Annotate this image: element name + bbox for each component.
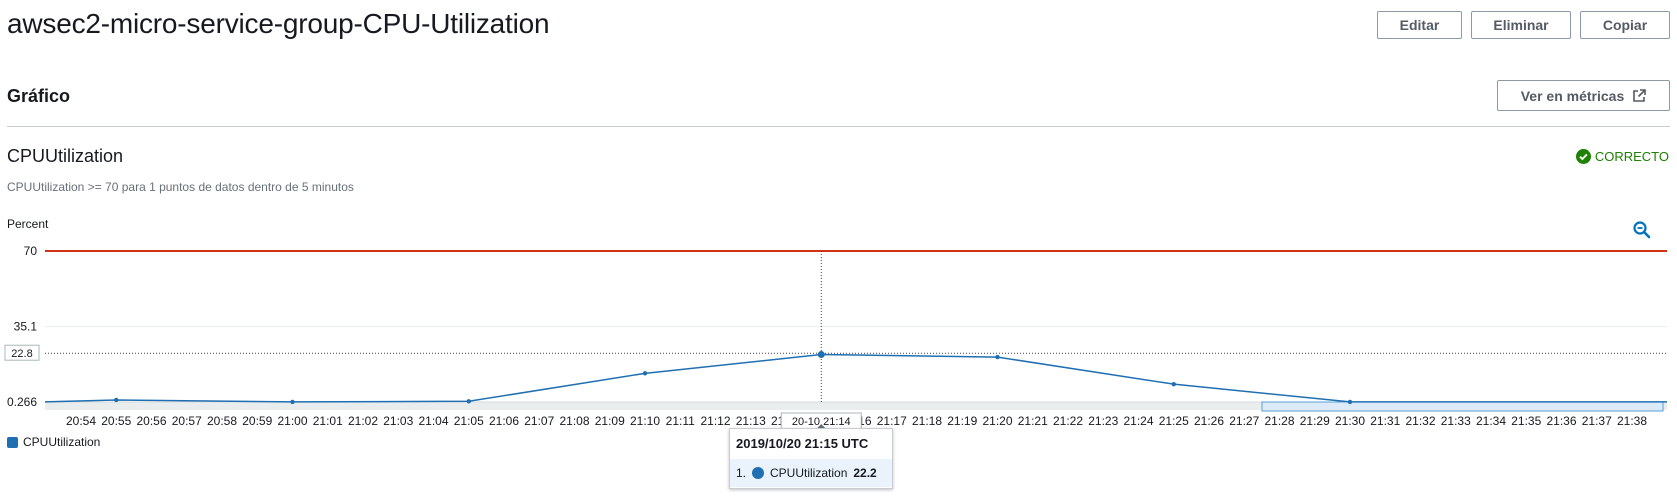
- crosshair-y-label: 22.8: [11, 348, 32, 360]
- data-point: [1171, 381, 1176, 387]
- data-point: [817, 351, 825, 359]
- data-point: [642, 371, 648, 376]
- tooltip-series-dot: [752, 467, 765, 479]
- x-tick-label: 21:12: [700, 414, 730, 428]
- x-tick-label: 21:19: [947, 414, 977, 428]
- x-tick-label: 21:00: [277, 414, 307, 428]
- x-tick-label: 21:36: [1546, 414, 1576, 428]
- x-tick-label: 21:29: [1300, 414, 1330, 428]
- x-tick-label: 21:05: [454, 414, 484, 428]
- data-point: [290, 399, 295, 405]
- x-tick-label: 21:01: [313, 414, 343, 428]
- chart-legend[interactable]: CPUUtilization: [7, 435, 100, 449]
- x-tick-label: 20:59: [242, 414, 272, 428]
- x-tick-label: 21:06: [489, 414, 519, 428]
- graph-section-title: Gráfico: [7, 86, 71, 106]
- crosshair-y-box: [4, 344, 40, 361]
- x-tick-label: 21:21: [1018, 414, 1048, 428]
- x-tick-label: 21:10: [630, 414, 660, 428]
- tooltip-value: 22.2: [853, 466, 877, 480]
- x-tick-label: 21:02: [348, 414, 378, 428]
- x-tick-label: 21:20: [982, 414, 1012, 428]
- x-tick-label: 21:24: [1123, 414, 1153, 428]
- x-tick-label: 21:27: [1229, 414, 1259, 428]
- legend-swatch: [7, 436, 18, 448]
- copy-button[interactable]: Copiar: [1580, 11, 1670, 39]
- chart-tooltip: 2019/10/20 21:15 UTC 1. CPUUtilization 2…: [729, 428, 893, 489]
- external-link-icon: [1633, 88, 1647, 102]
- x-tick-label: 21:28: [1264, 414, 1294, 428]
- crosshair-x-pointer: [816, 424, 827, 429]
- x-tick-label: 21:35: [1511, 414, 1541, 428]
- x-tick-label: 21:11: [666, 414, 695, 428]
- x-tick-label: 21:17: [877, 414, 907, 428]
- section-divider: [7, 126, 1670, 127]
- x-tick-label: 21:07: [524, 414, 554, 428]
- alarm-status: CORRECTO: [1575, 149, 1669, 164]
- tooltip-index: 1.: [736, 466, 747, 480]
- time-range-brush: [1261, 401, 1664, 412]
- data-point: [466, 399, 471, 404]
- x-tick-label: 21:25: [1159, 414, 1189, 428]
- legend-label: CPUUtilization: [23, 435, 101, 449]
- x-tick-label: 21:13: [736, 414, 766, 428]
- edit-button[interactable]: Editar: [1377, 11, 1462, 39]
- alarm-metric-name: CPUUtilization: [7, 146, 124, 166]
- crosshair-x-label: 20-10 21:14: [792, 416, 851, 428]
- x-tick-label: 20:56: [136, 414, 166, 428]
- x-tick-label: 20:58: [207, 414, 237, 428]
- data-point: [114, 397, 119, 403]
- alarm-status-label: CORRECTO: [1594, 149, 1669, 164]
- tooltip-series-name: CPUUtilization: [770, 466, 848, 480]
- x-tick-label: 21:37: [1582, 414, 1612, 428]
- x-tick-label: 21:33: [1441, 414, 1471, 428]
- y-tick-label: 35.1: [14, 320, 38, 334]
- x-tick-label: 21:38: [1617, 414, 1647, 428]
- y-tick-label: 70: [24, 244, 38, 258]
- cpu-utilization-chart[interactable]: 70 35.1 0.266 20:54 20:55 20:56 20:57 20:58 20:5…: [0, 230, 1677, 430]
- x-tick-label: 21:34: [1476, 414, 1506, 428]
- tooltip-row: 1. CPUUtilization 22.2: [730, 459, 892, 487]
- alarm-condition: CPUUtilization >= 70 para 1 puntos de da…: [7, 180, 354, 194]
- delete-button[interactable]: Eliminar: [1471, 11, 1571, 39]
- tooltip-datetime: 2019/10/20 21:15 UTC: [736, 436, 869, 451]
- x-tick-label: 21:30: [1335, 414, 1365, 428]
- x-tick-label: 20:57: [172, 414, 202, 428]
- data-point: [1347, 399, 1353, 405]
- x-tick-label: 20:55: [101, 414, 131, 428]
- x-tick-label: 21:09: [595, 414, 625, 428]
- x-tick-label: 21:04: [418, 414, 448, 428]
- page-title: awsec2-micro-service-group-CPU-Utilizati…: [7, 8, 550, 39]
- data-point: [995, 354, 1000, 360]
- x-tick-label: 21:18: [912, 414, 942, 428]
- x-tick-label: 21:22: [1053, 414, 1083, 428]
- y-tick-label: 0.266: [7, 395, 37, 409]
- x-axis-band: [45, 402, 1667, 410]
- view-in-metrics-label: Ver en métricas: [1520, 87, 1625, 104]
- check-circle-icon: [1575, 149, 1591, 164]
- x-tick-label: 20:54: [66, 414, 96, 428]
- series-line: [44, 353, 1667, 403]
- zoom-icon[interactable]: [1632, 220, 1652, 240]
- view-in-metrics-button[interactable]: Ver en métricas: [1497, 80, 1670, 111]
- x-tick-label: 21:26: [1194, 414, 1224, 428]
- y-axis-label: Percent: [7, 217, 49, 231]
- x-tick-label: 21:31: [1370, 414, 1400, 428]
- x-tick-label: 21:23: [1088, 414, 1118, 428]
- x-tick-label: 21:08: [559, 414, 589, 428]
- x-tick-label: 21:03: [383, 414, 413, 428]
- x-tick-label: 21:32: [1405, 414, 1435, 428]
